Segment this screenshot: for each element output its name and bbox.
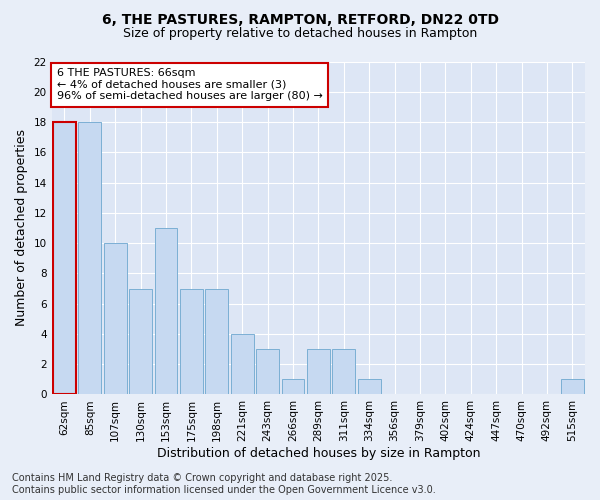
Bar [129,288,152,395]
Bar [256,349,279,395]
Bar [358,380,380,394]
Bar [79,122,101,394]
Text: 6 THE PASTURES: 66sqm
← 4% of detached houses are smaller (3)
96% of semi-detach: 6 THE PASTURES: 66sqm ← 4% of detached h… [57,68,323,102]
Text: Size of property relative to detached houses in Rampton: Size of property relative to detached ho… [123,28,477,40]
Bar [561,380,584,394]
X-axis label: Distribution of detached houses by size in Rampton: Distribution of detached houses by size … [157,447,480,460]
Bar [205,288,228,395]
Bar [332,349,355,395]
Bar [307,349,330,395]
Text: 6, THE PASTURES, RAMPTON, RETFORD, DN22 0TD: 6, THE PASTURES, RAMPTON, RETFORD, DN22 … [101,12,499,26]
Bar [104,243,127,394]
Y-axis label: Number of detached properties: Number of detached properties [15,130,28,326]
Bar [155,228,178,394]
Bar [231,334,254,394]
Bar [53,122,76,394]
Text: Contains HM Land Registry data © Crown copyright and database right 2025.
Contai: Contains HM Land Registry data © Crown c… [12,474,436,495]
Bar [281,380,304,394]
Bar [180,288,203,395]
